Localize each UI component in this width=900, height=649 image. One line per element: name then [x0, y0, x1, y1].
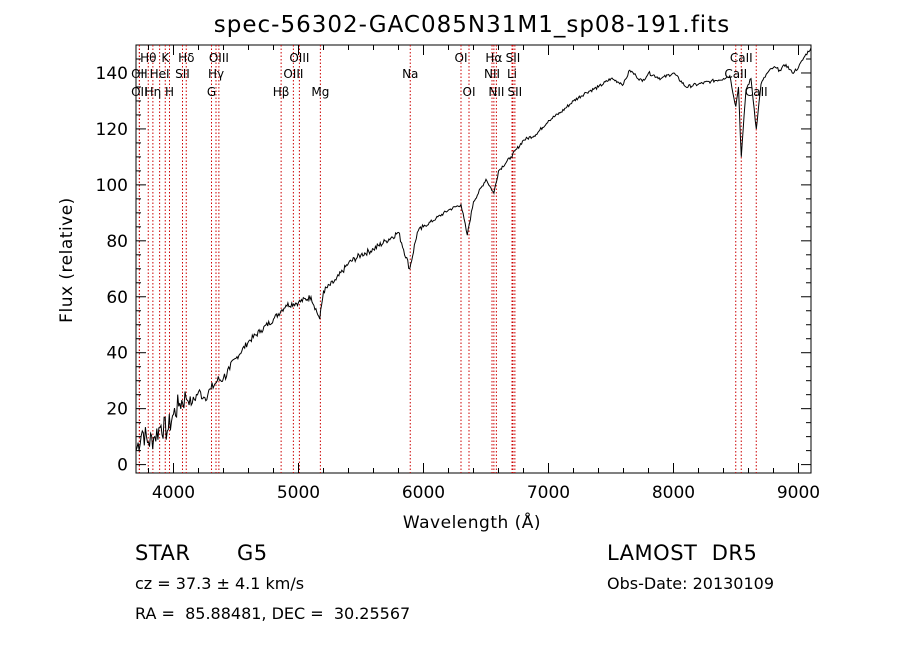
line-marker-label: K	[161, 51, 170, 65]
line-marker-label: OIII	[289, 51, 309, 65]
line-marker-label: NII	[484, 67, 500, 81]
line-marker-label: Hβ	[273, 85, 290, 99]
y-tick-label: 20	[106, 400, 128, 420]
line-marker-label: SII	[508, 85, 523, 99]
y-tick-label: 60	[106, 288, 128, 308]
coordinates: RA = 85.88481, DEC = 30.25567	[135, 604, 411, 623]
line-marker-label: G	[207, 85, 216, 99]
object-subclass: G5	[237, 541, 268, 565]
line-marker-label: Hθ	[140, 51, 156, 65]
line-marker-label: OIII	[209, 51, 229, 65]
y-tick-label: 140	[96, 64, 128, 84]
x-axis: 4000 5000 6000 7000 8000 9000	[148, 45, 820, 503]
line-marker-label: Hδ	[178, 51, 194, 65]
spectral-line-markers	[138, 45, 757, 473]
line-marker-label: Li	[507, 67, 517, 81]
x-tick-label: 8000	[652, 483, 695, 503]
line-marker-label: OI	[455, 51, 468, 65]
y-tick-label: 0	[117, 456, 128, 476]
line-marker-label: SII	[506, 51, 521, 65]
object-class: STAR	[135, 541, 191, 565]
line-marker-label: OIII	[283, 67, 303, 81]
line-marker-label: Hα	[485, 51, 502, 65]
y-axis: 0 20 40 60 80 100 120 140	[96, 58, 811, 476]
line-marker-label: SII	[175, 67, 190, 81]
survey-name: LAMOST DR5	[607, 541, 758, 565]
line-marker-label: NII	[488, 85, 504, 99]
line-marker-label: HeI	[150, 67, 170, 81]
line-marker-label: Mg	[311, 85, 329, 99]
x-tick-label: 4000	[152, 483, 195, 503]
line-marker-label: Na	[402, 67, 418, 81]
x-axis-label: Wavelength (Å)	[403, 511, 541, 533]
y-axis-label: Flux (relative)	[57, 197, 77, 323]
line-marker-label: CaII	[730, 51, 753, 65]
redshift-value: cz = 37.3 ± 4.1 km/s	[135, 574, 305, 593]
line-marker-label: Hη	[145, 85, 162, 99]
y-tick-label: 100	[96, 176, 128, 196]
observation-date: Obs-Date: 20130109	[607, 574, 775, 593]
y-tick-label: 120	[96, 120, 128, 140]
line-marker-label: H	[165, 85, 174, 99]
x-tick-label: 5000	[277, 483, 320, 503]
spectrum-line	[135, 47, 812, 451]
line-marker-label: CaII	[745, 85, 768, 99]
x-tick-label: 7000	[527, 483, 570, 503]
x-tick-label: 6000	[402, 483, 445, 503]
spectral-line-labels: Hθ OII OII K Hη HeI H Hδ SII OIII Hγ G Hβ OIII OIII Mg N…	[131, 51, 768, 99]
x-tick-label: 9000	[777, 483, 820, 503]
line-marker-label: Hγ	[208, 67, 224, 81]
plot-frame	[135, 44, 812, 474]
line-marker-label: CaII	[724, 67, 747, 81]
line-marker-label: OII	[131, 67, 148, 81]
y-tick-label: 80	[106, 232, 128, 252]
chart-title: spec-56302-GAC085N31M1_sp08-191.fits	[214, 12, 730, 38]
line-marker-label: OI	[463, 85, 476, 99]
line-marker-label: OII	[131, 85, 148, 99]
y-tick-label: 40	[106, 344, 128, 364]
